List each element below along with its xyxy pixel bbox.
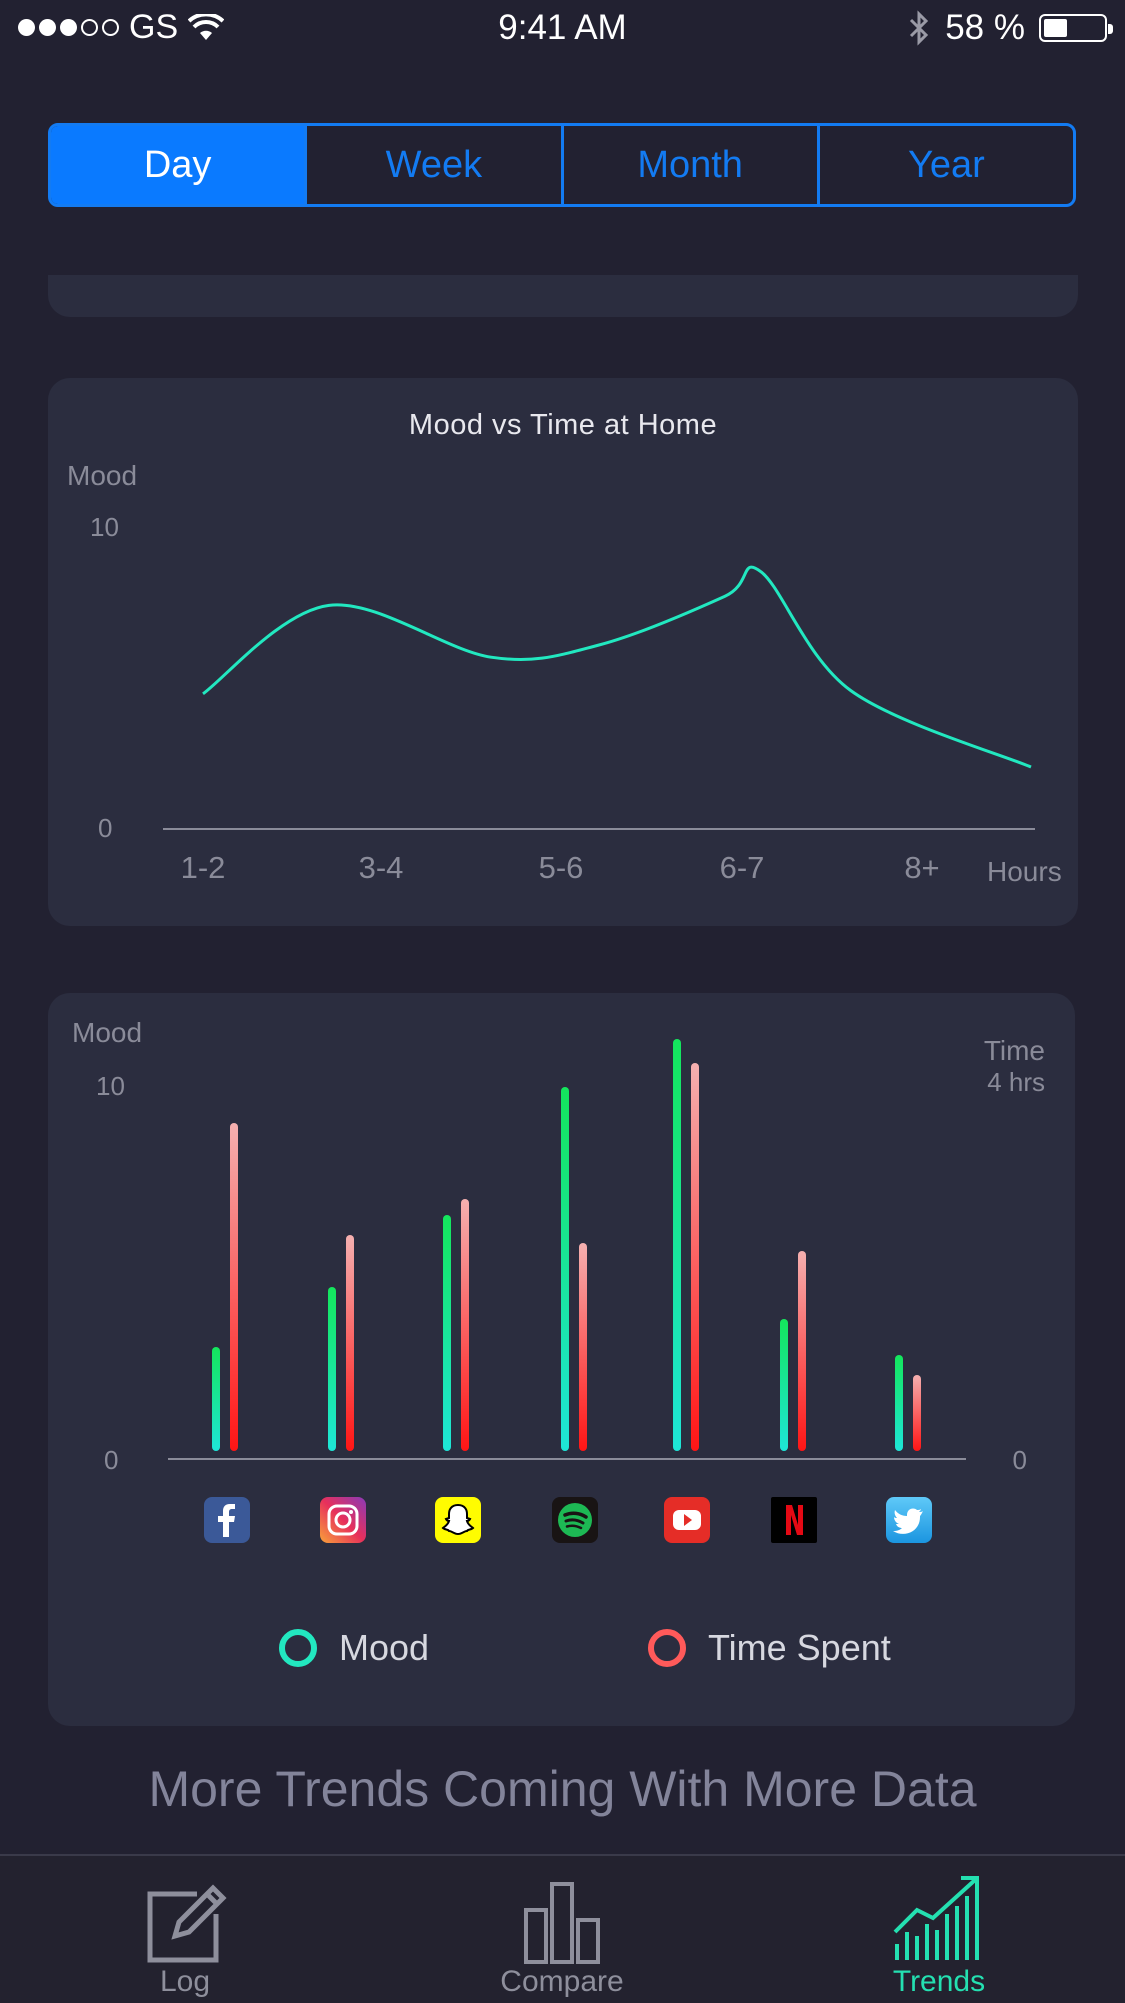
mood-bar — [561, 1087, 569, 1451]
time-legend-ring-icon — [648, 1629, 686, 1667]
legend-time-spent: Time Spent — [648, 1627, 891, 1669]
x-tick-label: 5-6 — [538, 850, 584, 885]
time-spent-bar — [230, 1123, 238, 1451]
x-tick-label: 6-7 — [719, 850, 765, 885]
line-plot — [163, 565, 1035, 830]
bar-plot — [168, 1039, 966, 1460]
twitter-icon — [886, 1497, 932, 1543]
mood-bar — [673, 1039, 681, 1451]
status-bar: GS 9:41 AM 58 % — [0, 0, 1125, 60]
battery-icon — [1039, 14, 1113, 42]
time-spent-bar — [346, 1235, 354, 1451]
time-spent-bar — [461, 1199, 469, 1451]
x-axis-label: Hours — [987, 856, 1062, 887]
y-axis-label: Mood — [67, 460, 138, 491]
youtube-icon — [664, 1497, 710, 1543]
signal-dot — [102, 19, 119, 36]
mood-vs-app-time-chart: Mood 10 0 Time 4 hrs 0 — [48, 993, 1075, 1726]
signal-carrier: GS — [18, 8, 225, 47]
left-tick-max: 10 — [96, 1071, 125, 1101]
time-spent-bar — [913, 1375, 921, 1451]
right-tick-min: 0 — [1012, 1445, 1027, 1475]
tab-label: Log — [159, 1965, 211, 1998]
battery-percent: 58 % — [945, 8, 1025, 47]
mood-bar — [328, 1287, 336, 1451]
facebook-icon — [204, 1497, 250, 1543]
chart-title: Mood vs Time at Home — [408, 409, 718, 441]
battery-fill — [1044, 19, 1067, 37]
right-axis-label: Time — [983, 1035, 1045, 1066]
segment-day[interactable]: Day — [51, 126, 305, 204]
more-trends-message: More Trends Coming With More Data — [148, 1761, 977, 1817]
instagram-icon — [320, 1497, 366, 1543]
period-segmented-control: Day Week Month Year — [48, 123, 1076, 207]
y-tick-max: 10 — [90, 512, 119, 542]
mood-bar — [780, 1319, 788, 1451]
carrier-name: GS — [129, 8, 179, 46]
legend-label: Time Spent — [708, 1627, 891, 1668]
segment-week[interactable]: Week — [304, 126, 560, 204]
tab-label: Trends — [892, 1965, 986, 1998]
signal-dot — [60, 19, 77, 36]
status-right: 58 % — [907, 8, 1113, 48]
wifi-icon — [188, 13, 225, 40]
segment-month[interactable]: Month — [560, 126, 817, 204]
mood-bar — [895, 1355, 903, 1451]
battery-nub — [1108, 24, 1113, 34]
netflix-icon — [771, 1497, 817, 1543]
mood-vs-home-chart: Mood vs Time at Home Mood 10 0 1-2 3-4 5… — [48, 378, 1078, 926]
trend-up-icon — [893, 1876, 979, 1960]
pencil-square-icon — [147, 1884, 227, 1963]
bars-icon — [524, 1882, 600, 1964]
time-spent-bar — [798, 1251, 806, 1451]
signal-dot — [18, 19, 35, 36]
left-axis-label: Mood — [72, 1017, 143, 1048]
tab-bar: Log Compare — [0, 1854, 1125, 2003]
spotify-icon — [552, 1497, 598, 1543]
legend-mood: Mood — [279, 1627, 429, 1669]
tab-compare[interactable]: Compare — [437, 1856, 687, 2003]
left-tick-min: 0 — [104, 1445, 119, 1475]
x-tick-label: 8+ — [904, 850, 940, 885]
tab-label: Compare — [500, 1965, 624, 1998]
mood-legend-ring-icon — [279, 1629, 317, 1667]
snapchat-icon — [435, 1497, 481, 1543]
mood-bar — [212, 1347, 220, 1451]
bluetooth-icon — [910, 10, 929, 46]
mood-line — [202, 565, 1032, 769]
y-tick-min: 0 — [98, 813, 113, 843]
time-spent-bar — [579, 1243, 587, 1451]
right-tick-max: 4 hrs — [987, 1067, 1045, 1097]
tab-trends[interactable]: Trends — [814, 1856, 1064, 2003]
x-tick-label: 1-2 — [180, 850, 226, 885]
legend-label: Mood — [339, 1627, 430, 1668]
tab-log[interactable]: Log — [60, 1856, 310, 2003]
x-tick-label: 3-4 — [358, 850, 404, 885]
signal-dot — [39, 19, 56, 36]
mood-bar — [443, 1215, 451, 1451]
segment-year[interactable]: Year — [816, 126, 1073, 204]
signal-dot — [81, 19, 98, 36]
previous-card-partial — [48, 275, 1078, 317]
time-spent-bar — [691, 1063, 699, 1451]
